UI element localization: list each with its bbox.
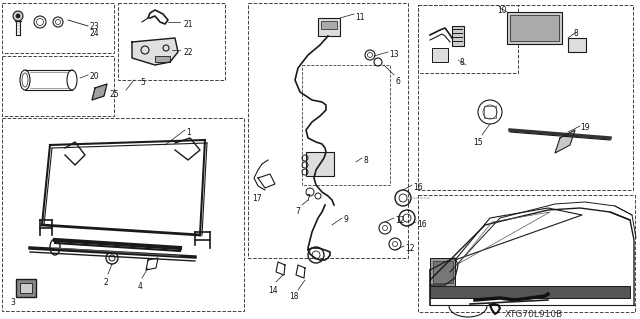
Text: 16: 16 (413, 183, 422, 192)
Text: 24: 24 (89, 29, 99, 38)
Text: 7: 7 (305, 194, 310, 203)
Text: 6: 6 (395, 77, 400, 86)
Text: 8: 8 (363, 156, 368, 165)
Circle shape (16, 14, 20, 18)
Bar (418, 195, 635, 312)
Bar (321, 21, 337, 29)
Bar (306, 152, 334, 176)
Bar (430, 258, 455, 286)
Bar (484, 106, 496, 118)
Text: 13: 13 (389, 50, 399, 59)
Text: 10: 10 (497, 6, 507, 15)
Text: 14: 14 (268, 286, 278, 295)
Bar (418, 5, 518, 73)
Bar (568, 38, 586, 52)
Bar (433, 261, 453, 283)
Text: 4: 4 (138, 282, 143, 291)
Bar (2, 56, 114, 116)
Bar (20, 283, 32, 293)
Text: 2: 2 (104, 278, 109, 287)
Bar (2, 3, 114, 53)
Polygon shape (92, 84, 107, 100)
Text: 20: 20 (89, 72, 99, 81)
Bar (2, 118, 244, 311)
Text: 12: 12 (395, 216, 404, 225)
Text: 8: 8 (460, 58, 465, 67)
Text: XTG70L910B: XTG70L910B (505, 310, 563, 319)
Text: 23: 23 (89, 22, 99, 31)
Text: 25: 25 (110, 90, 120, 99)
Text: 9: 9 (343, 215, 348, 224)
Bar (118, 3, 225, 80)
Text: 5: 5 (140, 78, 145, 87)
Bar (452, 26, 464, 46)
Bar (507, 12, 562, 44)
Polygon shape (555, 130, 575, 153)
Text: 18: 18 (289, 292, 298, 301)
Bar (302, 65, 390, 185)
Circle shape (13, 11, 23, 21)
Text: 7: 7 (295, 207, 300, 216)
Text: 15: 15 (473, 138, 483, 147)
Text: 1: 1 (186, 128, 191, 137)
Text: 16: 16 (417, 220, 427, 229)
Text: 8: 8 (573, 29, 578, 38)
Text: 12: 12 (405, 244, 415, 253)
Bar (432, 48, 448, 62)
Bar (155, 56, 170, 62)
Text: 3: 3 (10, 298, 15, 307)
Text: 21: 21 (184, 20, 193, 29)
Bar (318, 18, 340, 36)
Bar (16, 279, 36, 297)
Bar (418, 5, 633, 190)
Text: 17: 17 (252, 194, 262, 203)
Text: 19: 19 (580, 123, 589, 132)
Text: 22: 22 (184, 48, 193, 57)
Bar (510, 15, 559, 41)
Bar (248, 3, 408, 258)
Bar (430, 286, 630, 298)
Polygon shape (132, 38, 178, 65)
Text: 11: 11 (355, 13, 365, 22)
